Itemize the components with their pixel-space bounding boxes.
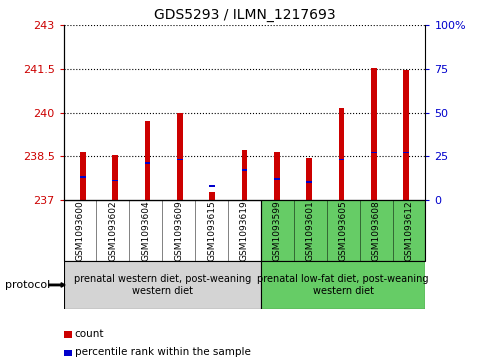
- Bar: [370, 68, 376, 200]
- Text: GSM1093615: GSM1093615: [207, 200, 216, 261]
- Title: GDS5293 / ILMN_1217693: GDS5293 / ILMN_1217693: [153, 8, 335, 22]
- Bar: [144, 121, 150, 200]
- Bar: [112, 155, 118, 200]
- Text: GSM1093608: GSM1093608: [371, 200, 380, 261]
- Bar: [144, 162, 150, 164]
- Bar: [338, 159, 344, 160]
- Bar: [241, 150, 247, 200]
- Bar: [305, 182, 311, 183]
- Bar: [80, 176, 86, 178]
- Bar: [338, 108, 344, 200]
- Text: GSM1093604: GSM1093604: [141, 200, 150, 261]
- Bar: [305, 158, 311, 200]
- Text: GSM1093600: GSM1093600: [75, 200, 84, 261]
- Bar: [402, 152, 408, 154]
- Text: GSM1093599: GSM1093599: [272, 200, 281, 261]
- Bar: [177, 113, 183, 200]
- Bar: [273, 152, 279, 200]
- Bar: [273, 178, 279, 180]
- Bar: [209, 185, 215, 187]
- Bar: [112, 180, 118, 182]
- Bar: [402, 70, 408, 200]
- Bar: [80, 152, 86, 200]
- Text: GSM1093609: GSM1093609: [174, 200, 183, 261]
- Text: GSM1093602: GSM1093602: [108, 200, 117, 261]
- Text: prenatal western diet, post-weaning
western diet: prenatal western diet, post-weaning west…: [74, 274, 250, 296]
- Bar: [63, 261, 261, 309]
- Bar: [209, 192, 215, 200]
- Text: protocol: protocol: [5, 280, 50, 290]
- Bar: [241, 169, 247, 171]
- Bar: [261, 261, 425, 309]
- Text: percentile rank within the sample: percentile rank within the sample: [75, 347, 250, 357]
- Text: GSM1093612: GSM1093612: [404, 200, 413, 261]
- Text: GSM1093601: GSM1093601: [305, 200, 314, 261]
- Bar: [261, 200, 425, 261]
- Text: GSM1093619: GSM1093619: [240, 200, 248, 261]
- Text: GSM1093605: GSM1093605: [338, 200, 347, 261]
- Text: count: count: [75, 329, 104, 339]
- Text: prenatal low-fat diet, post-weaning
western diet: prenatal low-fat diet, post-weaning west…: [257, 274, 428, 296]
- Bar: [370, 152, 376, 154]
- Bar: [177, 159, 183, 160]
